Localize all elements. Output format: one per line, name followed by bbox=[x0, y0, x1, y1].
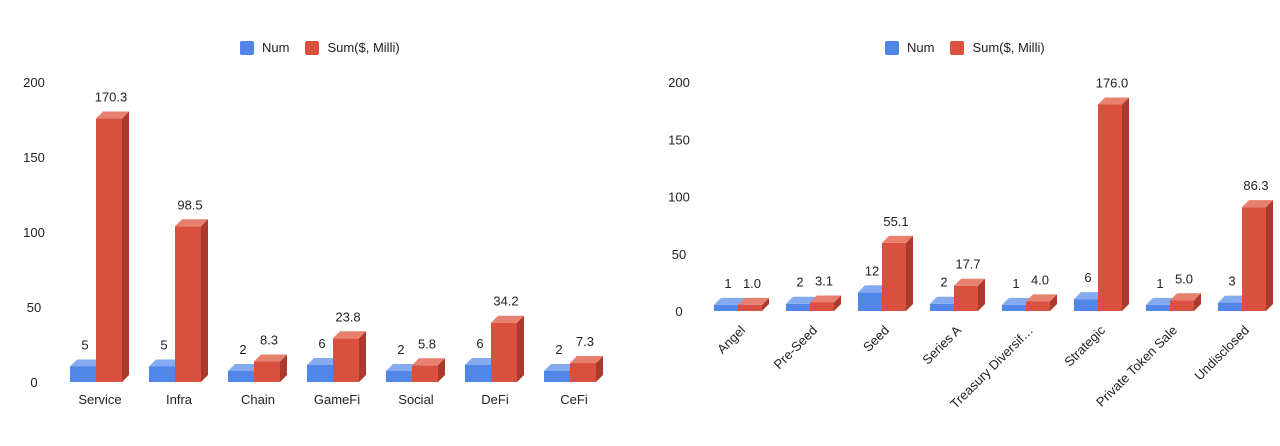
data-label-sum: 3.1 bbox=[815, 273, 833, 288]
legend-label-sum: Sum($, Milli) bbox=[327, 40, 400, 55]
x-tick-label: Strategic bbox=[1061, 322, 1108, 369]
x-tick-label: GameFi bbox=[314, 392, 360, 407]
y-tick-label: 50 bbox=[27, 300, 41, 315]
data-label-sum: 23.8 bbox=[335, 309, 360, 324]
bar-sum bbox=[1242, 200, 1273, 311]
bar-sum bbox=[882, 235, 913, 311]
data-label-num: 5 bbox=[81, 338, 88, 353]
legend-label-num: Num bbox=[262, 40, 290, 55]
data-label-sum: 1.0 bbox=[743, 276, 761, 291]
legend-item-sum: Sum($, Milli) bbox=[950, 40, 1045, 55]
data-label-sum: 55.1 bbox=[883, 214, 908, 229]
data-label-num: 1 bbox=[724, 276, 731, 291]
data-label-sum: 5.8 bbox=[418, 336, 436, 351]
bar-sum bbox=[570, 356, 603, 382]
x-tick-label: DeFi bbox=[481, 392, 509, 407]
chart-by-round: Num Sum($, Milli) 0 50 100 150 200 1 1.0 Angel 2… bbox=[645, 0, 1280, 441]
x-tick-label: Private Token Sale bbox=[1093, 323, 1180, 410]
bar-sum bbox=[954, 278, 985, 311]
data-label-sum: 4.0 bbox=[1031, 272, 1049, 287]
bar-sum bbox=[1026, 294, 1057, 311]
data-label-num: 6 bbox=[1084, 270, 1091, 285]
y-tick-label: 100 bbox=[23, 225, 45, 240]
data-label-sum: 176.0 bbox=[1096, 75, 1129, 90]
data-label-num: 1 bbox=[1012, 276, 1019, 291]
bar-sum bbox=[1170, 293, 1201, 311]
x-tick-label: Series A bbox=[919, 322, 964, 367]
y-tick-label: 50 bbox=[672, 247, 686, 262]
x-tick-label: CeFi bbox=[560, 392, 588, 407]
bar-sum bbox=[412, 358, 445, 382]
y-tick-label: 150 bbox=[23, 150, 45, 165]
bar-sum bbox=[738, 297, 769, 311]
legend-swatch-num bbox=[240, 40, 254, 55]
legend-item-num: Num bbox=[885, 40, 934, 55]
data-label-num: 6 bbox=[476, 336, 483, 351]
bar-sum bbox=[1098, 97, 1129, 311]
y-tick-label: 200 bbox=[23, 75, 45, 90]
x-tick-label: Chain bbox=[241, 392, 275, 407]
bar-sum bbox=[810, 295, 841, 311]
chart-plot-left: 0 50 100 150 200 5 170.3 Service 5 98.5 Infra 2 8.3 C… bbox=[23, 75, 603, 407]
data-label-num: 2 bbox=[397, 342, 404, 357]
legend-item-num: Num bbox=[240, 40, 289, 55]
data-label-num: 2 bbox=[796, 275, 803, 290]
x-tick-label: Seed bbox=[860, 323, 892, 355]
x-tick-label: Service bbox=[78, 392, 121, 407]
y-tick-label: 100 bbox=[668, 190, 690, 205]
legend: Num Sum($, Milli) bbox=[885, 40, 1045, 55]
legend-label-sum: Sum($, Milli) bbox=[972, 40, 1045, 55]
legend-swatch-sum bbox=[950, 40, 965, 55]
data-label-num: 1 bbox=[1156, 276, 1163, 291]
data-label-sum: 5.0 bbox=[1175, 271, 1193, 286]
bar-sum bbox=[175, 219, 208, 382]
y-tick-label: 200 bbox=[668, 75, 690, 90]
data-label-num: 3 bbox=[1228, 274, 1235, 289]
data-label-num: 12 bbox=[865, 263, 879, 278]
data-label-sum: 98.5 bbox=[177, 197, 202, 212]
y-tick-label: 0 bbox=[675, 304, 682, 319]
x-tick-label: Infra bbox=[166, 392, 193, 407]
data-label-num: 2 bbox=[239, 342, 246, 357]
legend-item-sum: Sum($, Milli) bbox=[305, 40, 400, 55]
legend-label-num: Num bbox=[907, 40, 935, 55]
data-label-sum: 17.7 bbox=[955, 257, 980, 272]
x-tick-label: Pre-Seed bbox=[771, 323, 820, 372]
bar-sum bbox=[333, 331, 366, 382]
bar-sum bbox=[254, 354, 287, 382]
chart-by-category: Num Sum($, Milli) 0 50 100 150 200 5 170.3 Serv… bbox=[0, 0, 630, 441]
y-tick-label: 0 bbox=[30, 375, 37, 390]
data-label-sum: 86.3 bbox=[1243, 178, 1268, 193]
legend-swatch-num bbox=[885, 40, 899, 55]
x-tick-label: Social bbox=[398, 392, 434, 407]
data-label-num: 2 bbox=[940, 275, 947, 290]
x-tick-label: Undisclosed bbox=[1191, 323, 1252, 384]
bar-sum bbox=[96, 111, 129, 383]
bar-sum bbox=[491, 315, 524, 382]
y-tick-label: 150 bbox=[668, 132, 690, 147]
data-label-sum: 170.3 bbox=[95, 90, 128, 105]
data-label-sum: 34.2 bbox=[493, 294, 518, 309]
data-label-num: 5 bbox=[160, 338, 167, 353]
data-label-num: 2 bbox=[555, 342, 562, 357]
data-label-sum: 8.3 bbox=[260, 333, 278, 348]
data-label-num: 6 bbox=[318, 336, 325, 351]
x-tick-label: Angel bbox=[714, 322, 748, 356]
legend-swatch-sum bbox=[305, 40, 320, 55]
legend: Num Sum($, Milli) bbox=[240, 40, 400, 55]
data-label-sum: 7.3 bbox=[576, 334, 594, 349]
